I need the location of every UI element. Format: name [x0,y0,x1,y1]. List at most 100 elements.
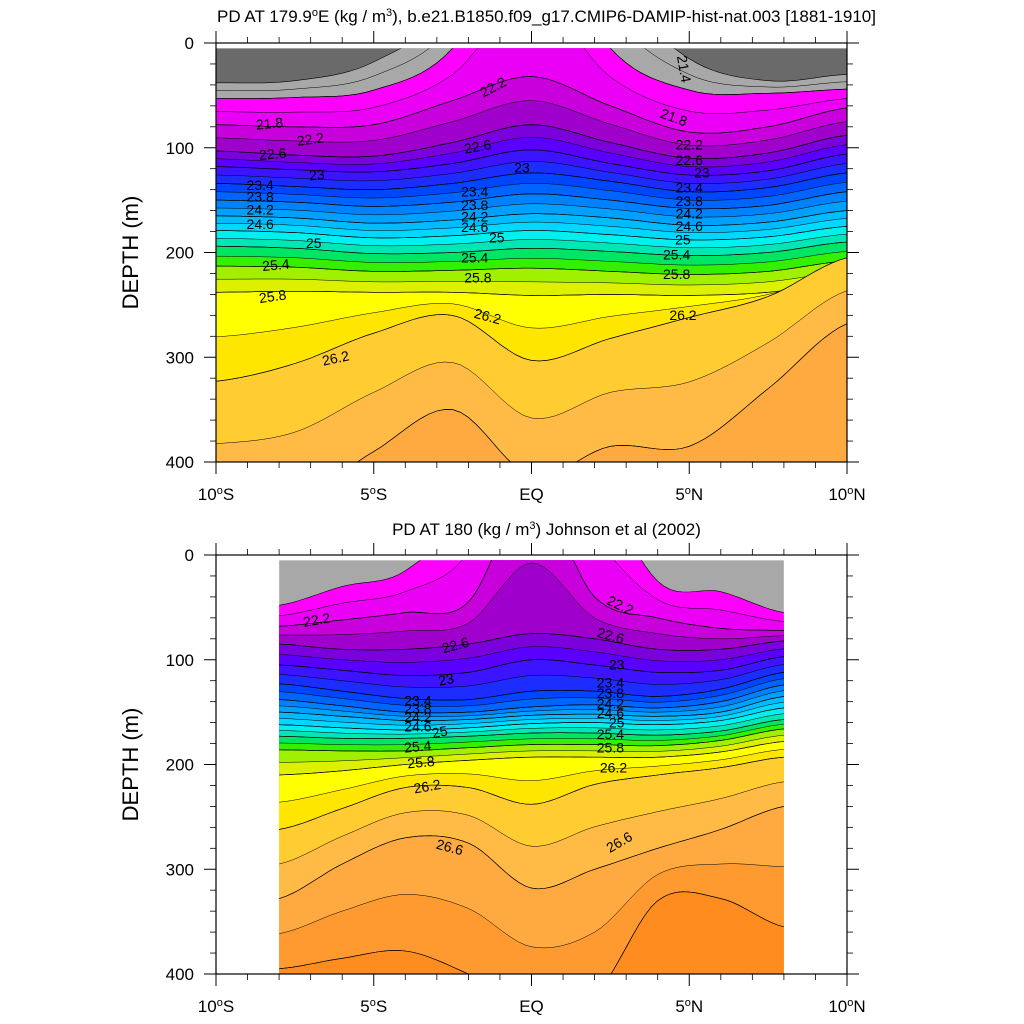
x-tick-label: 10oS [198,997,234,1016]
y-tick-label: 300 [166,348,194,367]
contour-line [279,806,784,899]
contour-label: 25.4 [461,249,488,265]
contour-label: 26.2 [412,776,442,797]
contour-line [216,172,847,193]
x-tick-label: 5oS [360,997,387,1016]
y-tick-label: 100 [166,139,194,158]
isopycnal-layer [279,891,784,974]
contour-label: 23.8 [247,189,274,205]
contour-line [279,633,784,651]
contour-label: 22.6 [463,136,493,157]
y-tick-label: 200 [166,244,194,263]
contour-line [216,100,847,147]
contour-line [356,323,847,463]
contour-label: 26.2 [472,305,503,328]
contour-label: 25 [609,714,625,730]
contour-label: 25.4 [262,256,291,274]
x-tick-label: EQ [519,997,544,1016]
contour-line [279,863,784,949]
contour-line [279,696,784,721]
contour-line [279,723,784,746]
y-tick-label: 300 [166,860,194,879]
contour-label: 25 [306,235,322,251]
contour-line [279,672,784,701]
contour-line [216,241,847,257]
contour-line [279,891,784,974]
contour-label: 24.6 [597,705,624,721]
contour-label: 23 [694,165,710,181]
contour-label: 26.2 [321,347,351,368]
contour-label: 21.4 [674,54,695,84]
contour-label: 24.2 [247,201,274,217]
chart-panel-1: 21.421.8 21.822.222.222.222.6 22.622.623 23… [118,7,876,504]
contour-label: 25 [675,232,691,248]
contour-label: 22.2 [302,609,332,630]
contour-label: 23.8 [404,701,431,717]
y-tick-label: 100 [166,651,194,670]
contour-label: 25.8 [407,753,436,771]
contour-label: 25.8 [258,286,287,306]
contour-line [216,233,847,249]
y-tick-label: 400 [166,965,194,984]
contour-label: 24.2 [461,209,488,225]
contour-line [216,218,847,233]
contour-line [216,161,847,184]
contour-fill-area: 21.421.8 21.822.222.222.222.6 22.622.623 23… [216,48,847,463]
contour-label: 24.2 [404,709,431,725]
contour-line [216,137,847,168]
contour-line [216,182,847,201]
contour-label: 22.6 [595,624,626,647]
contour-label: 23.4 [676,179,703,195]
contour-label: 22.2 [676,136,703,152]
contour-label: 22.2 [296,129,325,149]
contour-label: 23.4 [404,692,431,708]
contour-label: 23 [308,166,325,183]
contour-label: 23 [514,159,530,175]
contour-line [279,713,784,735]
x-tick-label: 10oN [828,997,865,1016]
isopycnal-sublayer [216,290,847,463]
contour-line [279,781,784,865]
contour-line [216,290,847,444]
contour-line [279,701,784,726]
contour-label: 25.8 [663,266,690,282]
contour-line [216,76,847,134]
contour-label: 25.4 [663,246,690,262]
contour-label: 25 [489,230,505,246]
contour-label: 25.8 [464,269,491,285]
chart-title: PD AT 179.9oE (kg / m3), b.e21.B1850.f09… [217,7,876,26]
contour-label: 23.8 [676,193,703,209]
y-tick-label: 200 [166,756,194,775]
x-tick-label: 5oS [360,485,387,504]
isopycnal-layer [357,323,847,463]
contour-label: 22.6 [258,145,287,163]
contour-line [279,678,784,707]
contour-label: 22.6 [440,634,471,657]
contour-line [216,281,847,296]
y-tick-label: 0 [185,546,194,565]
y-axis-label: DEPTH (m) [118,708,143,822]
contour-label: 23 [609,657,625,673]
contour-line [279,560,784,613]
y-axis-label: DEPTH (m) [118,196,143,310]
contour-label: 24.6 [676,218,703,234]
contour-line [216,226,847,241]
contour-line [216,251,847,266]
contour-label: 26.6 [435,836,466,859]
contour-label: 24.6 [247,216,274,232]
contour-line [279,646,784,663]
contour-line [216,149,847,176]
contour-label: 23.4 [597,675,624,691]
contour-label: 25 [430,722,449,741]
contour-label: 25.4 [404,737,433,755]
x-tick-label: EQ [519,485,544,504]
contour-line [279,707,784,731]
contour-label: 24.6 [461,219,488,235]
x-tick-label: 5oN [675,997,703,1016]
contour-line [216,257,847,382]
contour-line [216,124,847,160]
chart-panel-2: 22.222.222.6 22.6232323.423.423.823.824.2… [118,520,866,1016]
contour-line [279,656,784,676]
contour-label: 22.6 [676,152,703,168]
contour-label: 23.8 [597,685,624,701]
